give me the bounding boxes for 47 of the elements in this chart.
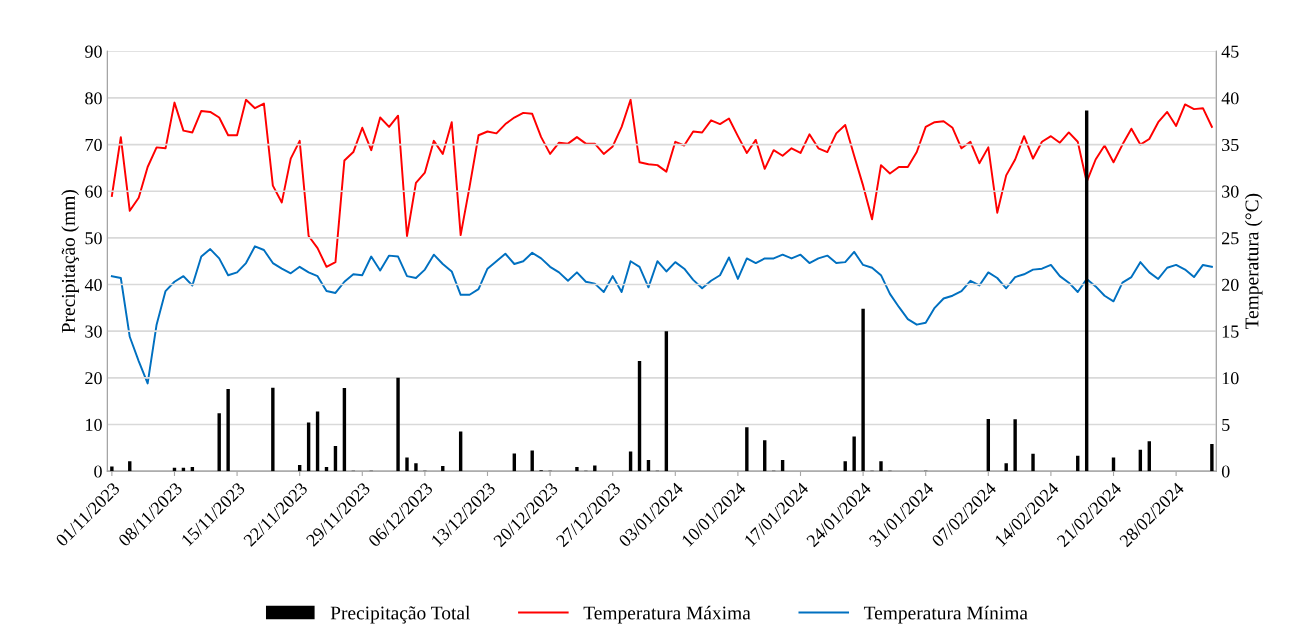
- y2-tick-label: 35: [1222, 138, 1239, 152]
- legend-label: Precipitação Total: [330, 605, 471, 624]
- bar: [879, 461, 883, 472]
- legend-label: Temperatura Mínima: [863, 605, 1028, 624]
- bar: [843, 461, 847, 472]
- y-tick-label: 0: [94, 465, 102, 478]
- y-tick-label: 50: [85, 232, 102, 245]
- bar: [861, 308, 865, 472]
- bar: [405, 457, 409, 472]
- y-tick-label: 10: [86, 418, 102, 431]
- line-series: [110, 245, 1213, 385]
- y-tick-label: 80: [85, 92, 102, 105]
- bar: [271, 387, 275, 472]
- y2-axis-title: Temperatura (°C): [1244, 193, 1263, 330]
- y-tick-label: 20: [85, 372, 102, 385]
- bar: [414, 463, 418, 472]
- bar: [1004, 463, 1008, 472]
- y2-tick-label: 20: [1222, 278, 1239, 291]
- y-tick-label: 60: [85, 185, 102, 198]
- bar: [128, 461, 132, 472]
- y-tick-label: 30: [85, 325, 102, 338]
- bar: [852, 436, 856, 472]
- y-tick-label: 90: [85, 45, 102, 58]
- y-tick-label: 70: [85, 138, 102, 152]
- line-series: [110, 98, 1213, 268]
- y2-tick-label: 5: [1222, 418, 1230, 431]
- y2-tick-label: 25: [1222, 232, 1239, 245]
- bar: [1031, 453, 1035, 472]
- bar: [575, 466, 579, 472]
- y2-tick-label: 45: [1221, 45, 1239, 58]
- y2-tick-label: 10: [1222, 372, 1239, 385]
- y-tick-label: 40: [84, 278, 102, 291]
- legend-label: Temperatura Máxima: [583, 605, 751, 624]
- y2-tick-label: 30: [1222, 185, 1239, 198]
- bar: [217, 413, 221, 472]
- y2-tick-label: 15: [1222, 325, 1239, 338]
- bar: [1013, 419, 1017, 472]
- bar: [593, 465, 597, 472]
- y2-tick-label: 40: [1221, 92, 1239, 105]
- bar: [110, 466, 114, 472]
- bar: [745, 427, 749, 472]
- bar: [396, 377, 400, 472]
- bar: [512, 453, 517, 472]
- bar: [226, 389, 230, 472]
- y2-tick-label: 0: [1221, 465, 1230, 478]
- bar: [1210, 444, 1214, 472]
- y-axis-title: Precipitação (mm): [61, 189, 79, 333]
